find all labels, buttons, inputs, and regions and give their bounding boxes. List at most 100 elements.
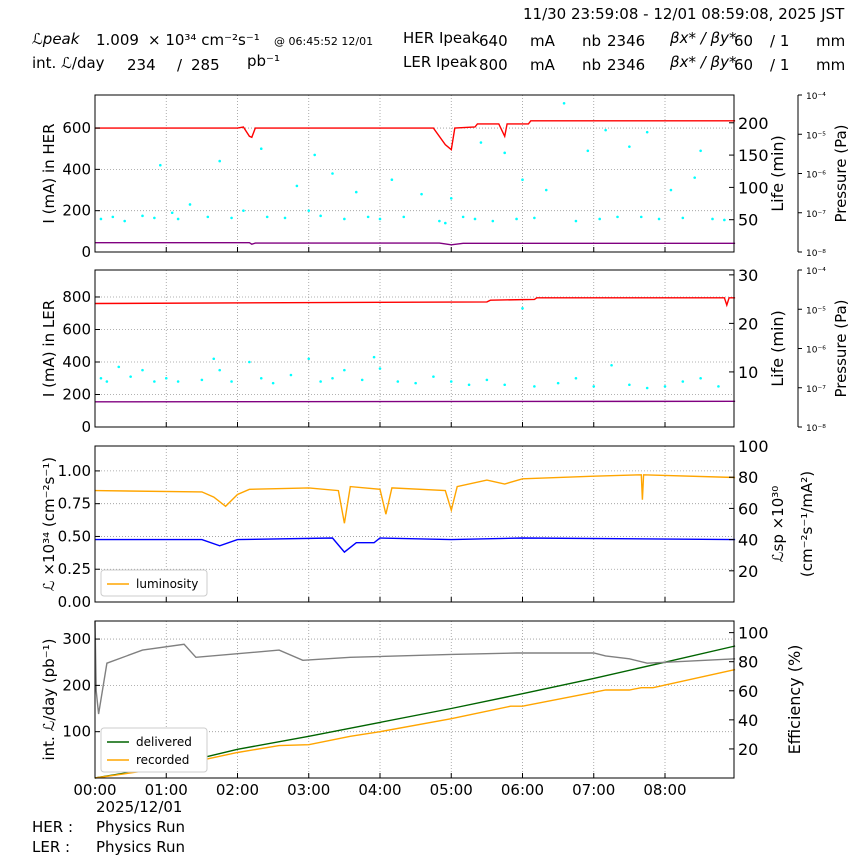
legend-label: delivered	[136, 735, 192, 749]
pressure-axis-label: Pressure (Pa)	[832, 124, 850, 222]
lpeak-value: 1.009	[96, 31, 139, 49]
scatter-point	[331, 376, 334, 380]
scatter-point	[141, 214, 144, 218]
x-tick-label: 05:00	[430, 781, 473, 799]
scatter-point	[515, 217, 518, 221]
y-tick-label: 400	[62, 160, 91, 178]
pressure-tick-label: 10⁻⁶	[806, 346, 826, 356]
scatter-point	[372, 355, 376, 359]
plot-frame	[94, 94, 735, 253]
x-date-label: 2025/12/01	[96, 798, 183, 816]
scatter-point	[461, 215, 465, 219]
ler-nb-value: 2346	[607, 56, 646, 74]
scatter-point	[438, 219, 441, 223]
scatter-point	[289, 373, 293, 377]
her-beta-unit: mm	[816, 32, 846, 50]
y-tick-label: 0	[81, 243, 91, 261]
y-tick-label: 200	[62, 202, 91, 220]
scatter-point	[681, 216, 685, 220]
scatter-point	[533, 385, 536, 388]
scatter-point	[159, 163, 162, 167]
x-tick-label: 08:00	[643, 781, 686, 799]
scatter-point	[544, 188, 548, 192]
int-lum-delivered: 285	[191, 56, 220, 74]
pressure-axis-label: Pressure (Pa)	[832, 299, 850, 397]
x-tick-label: 04:00	[358, 781, 401, 799]
pressure-tick-label: 10⁻⁶	[806, 171, 826, 181]
y2-tick-label: 20	[738, 740, 758, 759]
y-tick-label: 400	[62, 353, 91, 371]
ler-ipeak-unit: mA	[530, 56, 555, 74]
series-line-800080	[94, 400, 736, 403]
pressure-tick-label: 10⁻⁵	[806, 306, 826, 316]
lpeak-time: @ 06:45:52 12/01	[274, 35, 374, 48]
scatter-point	[206, 215, 210, 219]
scatter-point	[200, 378, 204, 382]
y-tick-label: 0	[81, 418, 91, 436]
int-lum-unit: pb⁻¹	[247, 52, 280, 70]
y2-tick-label: 20	[738, 314, 758, 333]
scatter-point	[628, 383, 631, 387]
pressure-tick-label: 10⁻⁷	[806, 385, 826, 395]
scatter-point	[645, 130, 649, 134]
scatter-point	[283, 216, 287, 220]
scatter-point	[248, 360, 251, 364]
scatter-point	[645, 386, 649, 390]
y2-tick-label: 100	[738, 437, 769, 456]
y2-tick-label: 150	[738, 146, 769, 165]
scatter-point	[319, 380, 322, 383]
y2-tick-label: 60	[738, 499, 758, 518]
ler-ipeak-label: LER Ipeak	[403, 53, 478, 71]
pressure-tick-label: 10⁻⁸	[806, 424, 826, 434]
scatter-point	[521, 178, 524, 181]
her-status-label: HER :	[32, 818, 74, 836]
scatter-point	[681, 380, 685, 383]
her-nb-label: nb	[582, 32, 602, 50]
lpeak-label: ℒpeak	[32, 30, 80, 48]
scatter-point	[420, 192, 423, 196]
scatter-point	[628, 145, 631, 148]
y2-tick-label: 100	[738, 178, 769, 197]
her-ipeak-value: 640	[479, 32, 508, 50]
plot-frame	[94, 269, 735, 428]
scatter-point	[699, 149, 702, 153]
y-tick-label: 200	[62, 385, 91, 403]
pressure-tick-label: 10⁻⁴	[806, 92, 826, 102]
scatter-point	[657, 217, 661, 221]
scatter-point	[669, 188, 673, 192]
scatter-point	[663, 385, 667, 388]
scatter-point	[307, 209, 311, 212]
y2-tick-label: 40	[738, 711, 758, 730]
y2-tick-label: 200	[738, 114, 769, 133]
y-tick-label: 200	[62, 676, 91, 694]
y2-axis-label: ℒsp ×10³⁰	[769, 486, 787, 563]
scatter-point	[378, 367, 382, 370]
scatter-point	[521, 307, 524, 310]
int-lum-recorded: 234	[127, 56, 156, 74]
scatter-point	[354, 190, 358, 194]
her-ipeak-unit: mA	[530, 32, 555, 50]
her-beta-label: βx* / βy*	[670, 29, 737, 47]
ler-beta-x: 60	[734, 56, 754, 74]
scatter-point	[271, 381, 275, 385]
her-beta-y: / 1	[770, 32, 790, 50]
scatter-point	[562, 101, 566, 105]
scatter-point	[153, 380, 156, 383]
scatter-point	[717, 385, 720, 388]
y-tick-label: 300	[62, 630, 91, 648]
x-tick-label: 01:00	[145, 781, 188, 799]
x-tick-label: 07:00	[572, 781, 615, 799]
ler-status-label: LER :	[32, 838, 71, 856]
scatter-point	[153, 216, 156, 220]
her-nb-value: 2346	[607, 32, 646, 50]
scatter-point	[449, 196, 453, 200]
legend-label: luminosity	[136, 577, 198, 591]
scatter-point	[491, 219, 495, 223]
legend-box	[100, 727, 208, 773]
scatter-point	[176, 217, 180, 221]
scatter-point	[598, 217, 601, 221]
y-tick-label: 1.00	[58, 462, 91, 480]
scatter-point	[592, 385, 596, 388]
scatter-point	[99, 217, 103, 221]
